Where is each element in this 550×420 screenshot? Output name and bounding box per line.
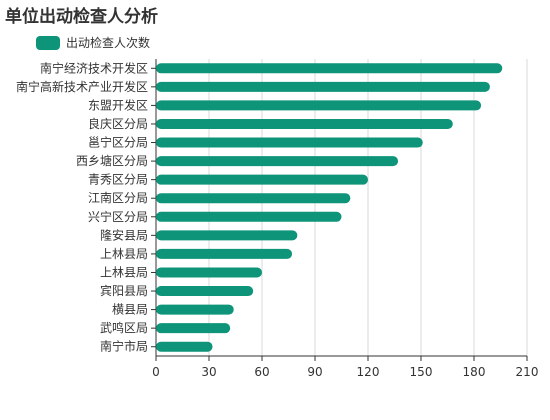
category-label: 青秀区分局 [88,173,148,187]
legend-label: 出动检查人次数 [66,36,151,50]
category-label: 上林县局 [100,265,148,279]
x-tick-label: 180 [463,365,486,379]
x-tick-label: 210 [516,365,539,379]
bar [156,81,490,92]
bar [156,156,399,167]
bar [156,286,254,297]
x-tick-label: 60 [254,365,269,379]
bar [156,341,213,352]
category-label: 东盟开发区 [88,97,148,112]
category-label: 良庆区分局 [88,116,148,131]
category-label: 江南区分局 [88,190,148,205]
bar [156,63,503,74]
x-tick-label: 150 [410,365,433,379]
x-tick-label: 120 [357,365,380,379]
bar [156,304,234,315]
chart-title: 单位出动检查人分析 [5,7,158,27]
bar [156,100,482,111]
category-label: 南宁高新技术产业开发区 [16,79,148,94]
category-label: 横县局 [112,303,148,317]
bar [156,248,293,259]
legend-swatch [36,35,60,50]
bar [156,267,262,278]
bar [156,323,231,334]
category-label: 兴宁区分局 [88,209,148,224]
bar [156,193,351,204]
category-label: 宾阳县局 [100,283,148,298]
x-tick-label: 30 [201,365,216,379]
category-label: 上林县局 [100,247,148,261]
legend[interactable]: 出动检查人次数 [36,34,150,51]
category-label: 西乡塘区分局 [76,153,148,168]
bar [156,230,298,241]
bar [156,118,453,129]
x-tick-label: 0 [152,365,160,379]
category-label: 邕宁区分局 [88,135,148,150]
category-label: 隆安县局 [100,227,148,242]
category-label: 南宁经济技术开发区 [40,60,148,75]
category-label: 南宁市局 [100,339,148,354]
bar [156,211,342,222]
category-label: 武鸣区局 [100,320,148,335]
x-tick-label: 90 [307,365,322,379]
bar [156,137,423,148]
bar [156,174,368,185]
